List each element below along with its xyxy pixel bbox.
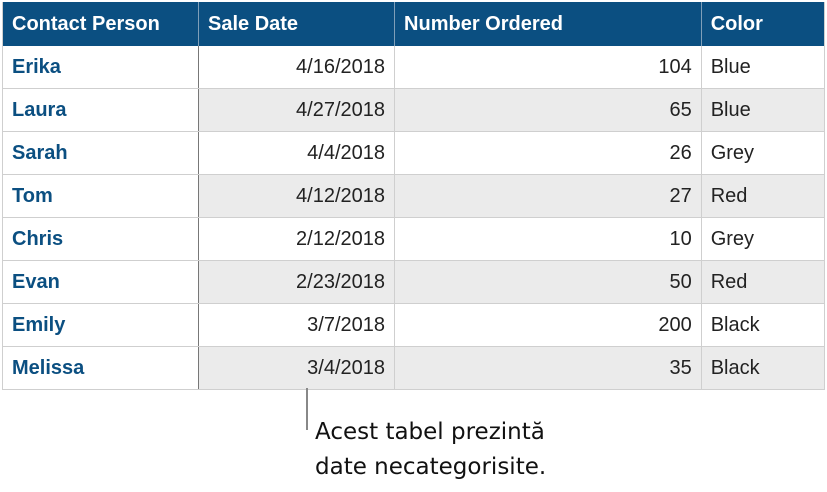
table-row: Chris 2/12/2018 10 Grey [2, 217, 826, 261]
table-row: Tom 4/12/2018 27 Red [2, 174, 826, 218]
date-cell[interactable]: 2/12/2018 [198, 217, 396, 261]
quantity-cell[interactable]: 26 [394, 131, 702, 175]
contact-cell[interactable]: Tom [2, 174, 199, 218]
contact-cell[interactable]: Sarah [2, 131, 199, 175]
contact-cell[interactable]: Laura [2, 88, 199, 132]
color-cell[interactable]: Blue [701, 88, 826, 132]
quantity-cell[interactable]: 27 [394, 174, 702, 218]
quantity-cell[interactable]: 35 [394, 346, 702, 390]
color-cell[interactable]: Black [701, 346, 826, 390]
color-cell[interactable]: Black [701, 303, 826, 347]
color-cell[interactable]: Red [701, 260, 826, 304]
color-cell[interactable]: Blue [701, 46, 826, 89]
table-row: Melissa 3/4/2018 35 Black [2, 346, 826, 390]
table-row: Emily 3/7/2018 200 Black [2, 303, 826, 347]
column-header[interactable]: Sale Date [198, 2, 396, 46]
table-row: Erika 4/16/2018 104 Blue [2, 46, 826, 89]
column-header[interactable]: Color [701, 2, 825, 46]
table-row: Laura 4/27/2018 65 Blue [2, 88, 826, 132]
date-cell[interactable]: 4/27/2018 [198, 88, 396, 132]
date-cell[interactable]: 4/4/2018 [198, 131, 396, 175]
date-cell[interactable]: 4/12/2018 [198, 174, 396, 218]
callout-line1: Acest tabel prezintă [315, 419, 545, 445]
quantity-cell[interactable]: 10 [394, 217, 702, 261]
quantity-cell[interactable]: 65 [394, 88, 702, 132]
color-cell[interactable]: Grey [701, 131, 826, 175]
table-row: Sarah 4/4/2018 26 Grey [2, 131, 826, 175]
quantity-cell[interactable]: 200 [394, 303, 702, 347]
contact-cell[interactable]: Melissa [2, 346, 199, 390]
color-cell[interactable]: Red [701, 174, 826, 218]
contact-cell[interactable]: Erika [2, 46, 199, 89]
callout-text: Acest tabel prezintă date necategorisite… [315, 415, 546, 485]
column-header[interactable]: Contact Person [2, 2, 199, 46]
quantity-cell[interactable]: 104 [394, 46, 702, 89]
callout-line2: date necategorisite. [315, 454, 547, 480]
data-table: Contact Person Sale Date Number Ordered Col… [2, 2, 826, 390]
quantity-cell[interactable]: 50 [394, 260, 702, 304]
contact-cell[interactable]: Emily [2, 303, 199, 347]
column-header[interactable]: Number Ordered [394, 2, 702, 46]
callout-line [306, 388, 308, 430]
color-cell[interactable]: Grey [701, 217, 826, 261]
date-cell[interactable]: 2/23/2018 [198, 260, 396, 304]
contact-cell[interactable]: Chris [2, 217, 199, 261]
contact-cell[interactable]: Evan [2, 260, 199, 304]
date-cell[interactable]: 3/4/2018 [198, 346, 396, 390]
table-row: Evan 2/23/2018 50 Red [2, 260, 826, 304]
date-cell[interactable]: 3/7/2018 [198, 303, 396, 347]
date-cell[interactable]: 4/16/2018 [198, 46, 396, 89]
